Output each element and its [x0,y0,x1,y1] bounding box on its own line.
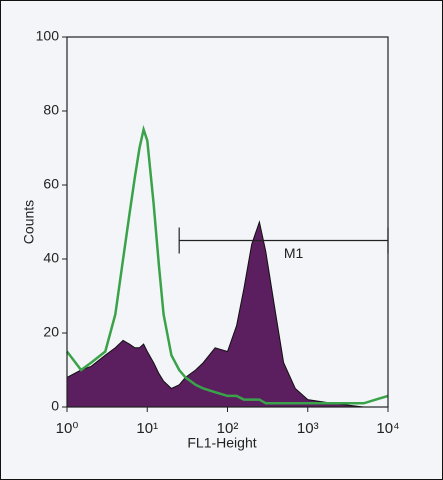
histogram-area [66,220,388,408]
x-axis-label: FL1-Height [187,435,256,451]
y-tick-label: 20 [43,324,59,340]
y-tick-label: 40 [43,250,59,266]
histogram-line [66,124,389,405]
x-tick-label: 10² [217,420,239,437]
y-tick-label: 60 [43,176,59,192]
x-tick-label: 10³ [297,420,319,437]
y-tick-label: 80 [43,102,59,118]
y-tick-label: 0 [51,398,59,414]
x-tick-label: 10⁰ [56,420,79,437]
x-tick-label: 10¹ [136,420,158,437]
y-axis-label: Counts [21,200,37,244]
x-tick-label: 10⁴ [376,420,399,437]
y-tick-label: 100 [36,28,60,44]
marker-label: M1 [284,245,304,261]
